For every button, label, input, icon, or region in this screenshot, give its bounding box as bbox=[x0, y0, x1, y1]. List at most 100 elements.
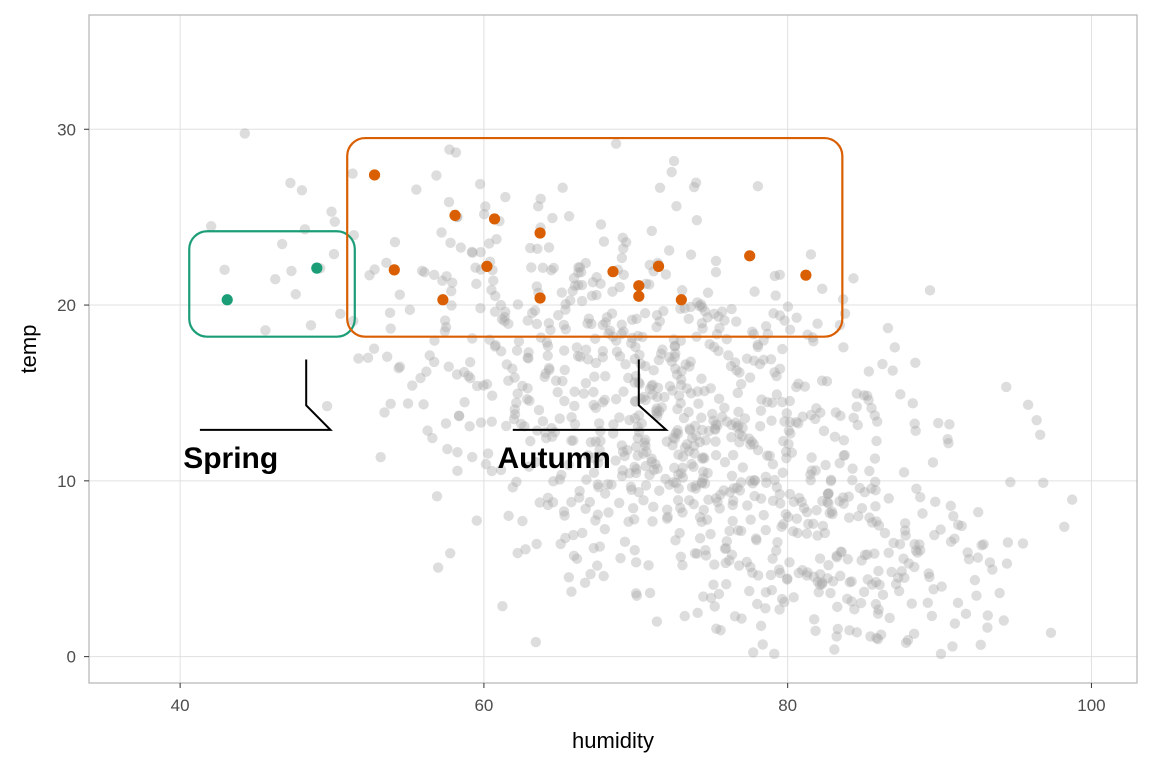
background-point bbox=[842, 554, 853, 565]
background-point bbox=[590, 357, 602, 369]
background-point bbox=[486, 416, 497, 427]
highlight-point bbox=[675, 294, 687, 306]
background-point bbox=[1066, 494, 1078, 505]
background-point bbox=[782, 511, 794, 523]
highlight-point bbox=[800, 269, 812, 281]
background-point bbox=[856, 503, 868, 514]
background-point bbox=[299, 224, 311, 235]
background-point bbox=[639, 437, 650, 448]
background-point bbox=[583, 313, 595, 324]
background-point bbox=[587, 452, 598, 463]
background-point bbox=[837, 492, 849, 503]
background-point bbox=[1045, 627, 1057, 639]
background-point bbox=[402, 398, 414, 409]
background-point bbox=[550, 375, 562, 386]
background-point bbox=[614, 412, 625, 423]
background-point bbox=[475, 417, 487, 428]
background-point bbox=[849, 604, 860, 615]
background-point bbox=[716, 306, 728, 317]
background-point bbox=[618, 269, 629, 281]
background-point bbox=[848, 412, 859, 424]
background-point bbox=[590, 436, 601, 447]
background-point bbox=[592, 509, 604, 520]
background-point bbox=[511, 397, 522, 408]
background-point bbox=[572, 350, 584, 362]
background-point bbox=[633, 487, 644, 498]
background-point bbox=[729, 611, 741, 622]
background-point bbox=[709, 559, 720, 570]
background-point bbox=[717, 411, 728, 423]
background-point bbox=[568, 529, 579, 541]
background-point bbox=[909, 561, 920, 573]
background-point bbox=[696, 412, 707, 423]
background-point bbox=[792, 527, 803, 539]
background-point bbox=[598, 236, 610, 247]
background-point bbox=[863, 366, 875, 377]
background-point bbox=[481, 378, 493, 390]
background-point bbox=[579, 577, 591, 589]
background-point bbox=[760, 471, 771, 483]
background-point bbox=[824, 507, 835, 519]
background-point bbox=[428, 356, 440, 368]
background-point bbox=[632, 432, 643, 444]
background-point bbox=[801, 528, 813, 539]
background-point bbox=[276, 238, 288, 250]
background-point bbox=[296, 185, 308, 196]
background-point bbox=[353, 353, 364, 364]
background-point bbox=[683, 445, 695, 457]
background-point bbox=[671, 369, 683, 380]
background-point bbox=[801, 506, 813, 518]
background-point bbox=[597, 352, 609, 363]
background-point bbox=[589, 333, 601, 344]
background-point bbox=[591, 289, 602, 301]
background-point bbox=[594, 541, 606, 552]
background-point bbox=[683, 406, 694, 418]
background-point bbox=[569, 386, 580, 397]
background-point bbox=[858, 390, 870, 401]
background-point bbox=[513, 336, 525, 347]
background-point bbox=[660, 473, 671, 485]
background-point bbox=[758, 354, 769, 366]
background-point bbox=[836, 546, 847, 558]
background-point bbox=[691, 548, 703, 559]
background-point bbox=[446, 300, 457, 311]
background-point bbox=[777, 343, 788, 355]
background-point bbox=[629, 353, 641, 365]
background-point bbox=[709, 601, 720, 612]
background-point bbox=[617, 446, 629, 457]
background-point bbox=[669, 351, 680, 363]
background-point bbox=[692, 607, 703, 619]
background-point bbox=[429, 335, 440, 346]
background-point bbox=[486, 284, 497, 296]
background-point bbox=[870, 598, 882, 610]
background-point bbox=[741, 556, 752, 568]
background-point bbox=[503, 318, 514, 329]
background-point bbox=[653, 354, 665, 366]
background-point bbox=[811, 403, 822, 414]
background-point bbox=[548, 476, 559, 487]
background-point bbox=[523, 461, 535, 472]
background-point bbox=[588, 467, 600, 478]
background-point bbox=[594, 444, 605, 456]
background-point bbox=[699, 385, 710, 397]
background-point bbox=[781, 408, 792, 419]
background-point bbox=[526, 262, 537, 273]
background-point bbox=[924, 571, 935, 583]
background-point bbox=[517, 515, 528, 527]
background-point bbox=[831, 550, 843, 562]
background-point bbox=[480, 201, 491, 212]
background-point bbox=[364, 270, 375, 281]
background-point bbox=[721, 536, 733, 547]
background-point bbox=[909, 418, 920, 429]
background-point bbox=[394, 289, 405, 300]
background-point bbox=[975, 639, 986, 651]
background-point bbox=[1001, 381, 1012, 393]
background-point bbox=[877, 589, 889, 601]
background-point bbox=[640, 361, 651, 372]
background-point bbox=[730, 417, 742, 428]
background-point bbox=[949, 618, 961, 629]
background-point bbox=[776, 593, 788, 605]
background-point bbox=[541, 337, 553, 348]
background-point bbox=[982, 610, 993, 621]
background-point bbox=[702, 312, 713, 323]
